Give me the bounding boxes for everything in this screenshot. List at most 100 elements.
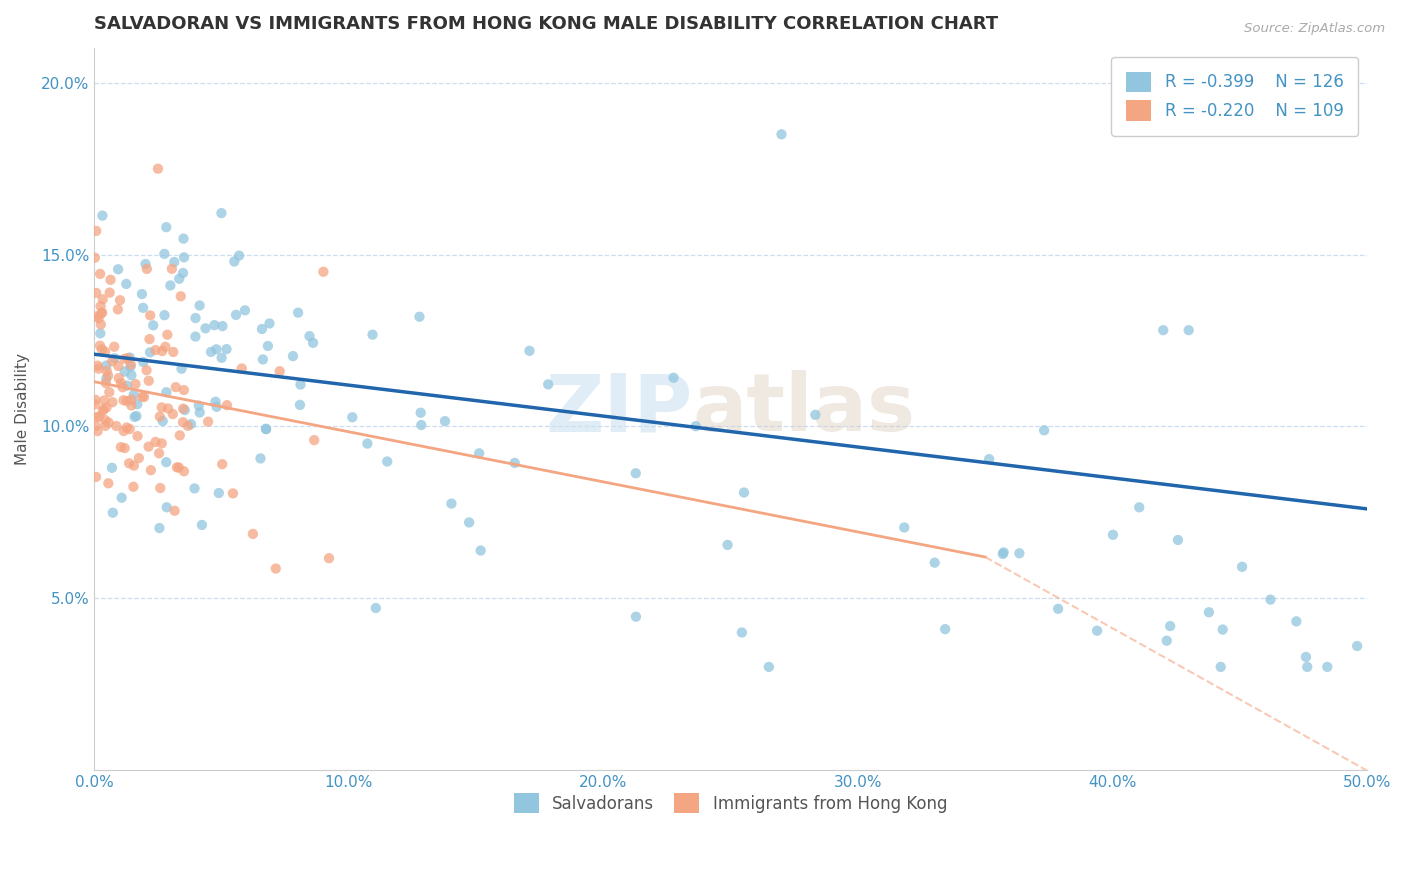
Point xyxy=(177,418,200,433)
Point xyxy=(281,349,304,363)
Point xyxy=(224,254,246,268)
Point xyxy=(249,451,271,466)
Point xyxy=(115,378,138,392)
Point xyxy=(114,351,136,366)
Point xyxy=(110,376,132,391)
Point xyxy=(86,359,108,373)
Point xyxy=(120,359,142,374)
Point xyxy=(1152,323,1174,337)
Point xyxy=(145,343,167,357)
Point xyxy=(108,293,131,308)
Point xyxy=(170,361,193,376)
Point xyxy=(135,363,157,377)
Point xyxy=(1212,623,1234,637)
Point xyxy=(202,318,225,333)
Point xyxy=(503,456,526,470)
Point xyxy=(146,161,169,176)
Point xyxy=(287,306,309,320)
Point xyxy=(89,326,111,341)
Point xyxy=(188,298,211,312)
Point xyxy=(94,376,117,390)
Point xyxy=(127,429,149,443)
Point xyxy=(298,329,321,343)
Point xyxy=(155,220,177,235)
Point xyxy=(1230,559,1253,574)
Point xyxy=(302,433,325,447)
Point xyxy=(1008,546,1031,560)
Point xyxy=(893,520,915,534)
Text: ZIP: ZIP xyxy=(546,370,692,448)
Point xyxy=(142,318,165,333)
Point xyxy=(110,440,132,454)
Point xyxy=(770,128,793,142)
Point xyxy=(84,224,107,238)
Point xyxy=(222,486,245,500)
Point xyxy=(209,206,232,220)
Point xyxy=(166,460,188,475)
Point xyxy=(96,371,118,385)
Point xyxy=(172,401,194,416)
Point xyxy=(170,289,193,303)
Point xyxy=(1177,323,1199,337)
Point xyxy=(731,625,754,640)
Point xyxy=(89,339,111,353)
Point xyxy=(288,398,311,412)
Point xyxy=(1085,624,1108,638)
Point xyxy=(364,601,387,615)
Point xyxy=(131,287,153,301)
Point xyxy=(159,278,181,293)
Point xyxy=(156,327,179,342)
Point xyxy=(157,401,180,416)
Point xyxy=(118,422,141,436)
Point xyxy=(519,343,541,358)
Point xyxy=(1167,533,1189,547)
Point xyxy=(1159,619,1181,633)
Point xyxy=(84,397,107,411)
Point xyxy=(411,417,433,432)
Point xyxy=(91,404,114,418)
Point xyxy=(91,209,114,223)
Point xyxy=(184,311,207,326)
Point xyxy=(90,306,112,320)
Point xyxy=(93,402,115,417)
Point xyxy=(118,456,141,470)
Point xyxy=(1260,592,1282,607)
Point xyxy=(470,543,492,558)
Text: Source: ZipAtlas.com: Source: ZipAtlas.com xyxy=(1244,22,1385,36)
Point xyxy=(115,394,138,409)
Point xyxy=(250,322,273,336)
Point xyxy=(254,422,277,436)
Point xyxy=(211,457,233,471)
Point xyxy=(150,344,173,359)
Point xyxy=(624,467,647,481)
Point xyxy=(225,308,247,322)
Point xyxy=(162,345,184,359)
Point xyxy=(254,422,277,436)
Point xyxy=(139,345,162,359)
Point xyxy=(105,419,128,434)
Point xyxy=(162,407,184,421)
Point xyxy=(139,463,162,477)
Point xyxy=(131,390,153,404)
Point xyxy=(408,310,430,324)
Point xyxy=(231,361,253,376)
Point xyxy=(91,293,114,307)
Point xyxy=(188,405,211,419)
Point xyxy=(173,464,195,478)
Point xyxy=(94,418,117,433)
Point xyxy=(1209,660,1232,674)
Point xyxy=(90,299,112,313)
Point xyxy=(252,352,274,367)
Point xyxy=(89,267,111,281)
Point xyxy=(115,277,138,291)
Point xyxy=(156,500,179,515)
Point xyxy=(111,491,134,505)
Point xyxy=(122,480,145,494)
Y-axis label: Male Disability: Male Disability xyxy=(15,353,30,466)
Point xyxy=(205,400,228,414)
Point xyxy=(138,374,160,388)
Point xyxy=(991,547,1014,561)
Point xyxy=(1198,605,1220,619)
Point xyxy=(269,364,291,378)
Point xyxy=(97,476,120,491)
